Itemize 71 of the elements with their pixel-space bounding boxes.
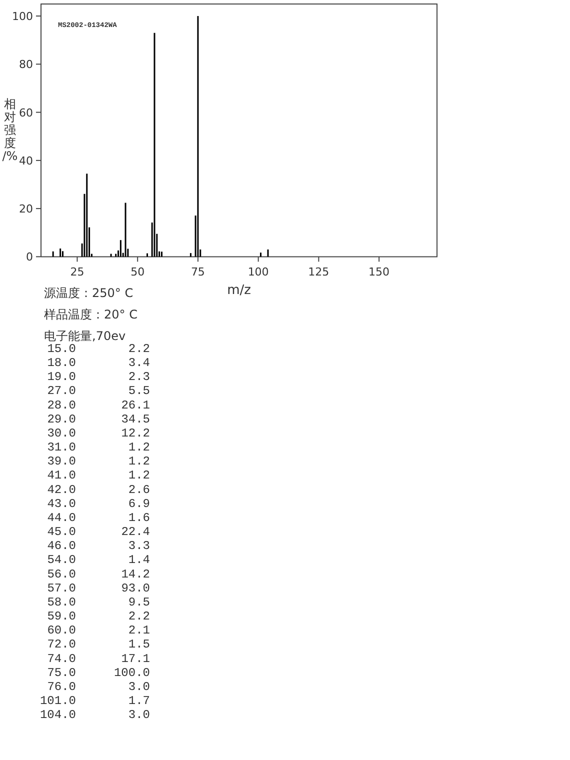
- text: 39.0: [47, 454, 76, 469]
- text: 22.4: [121, 525, 150, 540]
- text: 2.2: [128, 610, 150, 624]
- text: 34.5: [121, 412, 150, 426]
- text: 72.0: [47, 638, 76, 652]
- y-tick-label: 20: [19, 202, 33, 216]
- text: 45.0: [47, 525, 76, 540]
- text: 15.0: [47, 342, 76, 356]
- text: 19.0: [47, 370, 76, 384]
- x-axis-title: m/z: [227, 283, 252, 298]
- x-tick-label: 100: [248, 266, 269, 279]
- text: 44.0: [47, 510, 76, 525]
- text: 17.1: [121, 652, 150, 666]
- text: 76.0: [47, 680, 76, 694]
- text: 75.0: [47, 666, 76, 680]
- text: 30.0: [47, 426, 76, 440]
- text: 41.0: [47, 468, 76, 483]
- text: 100.0: [114, 666, 150, 680]
- x-tick-label: 125: [308, 266, 330, 279]
- text: 样品温度：20° C: [44, 308, 138, 322]
- text: 74.0: [47, 652, 76, 666]
- text: 1.6: [128, 510, 150, 525]
- text: 58.0: [47, 595, 76, 610]
- text: 31.0: [47, 440, 76, 455]
- text: 42.0: [47, 482, 76, 497]
- text: 1.2: [128, 468, 150, 483]
- text: 电子能量,70ev: [44, 329, 126, 343]
- text: 43.0: [47, 496, 76, 511]
- text: 54.0: [47, 553, 76, 568]
- text: 源温度：250° C: [44, 286, 134, 300]
- text: 12.2: [121, 426, 150, 440]
- text: 2.3: [128, 370, 150, 384]
- text: 56.0: [47, 567, 76, 582]
- text: 93.0: [121, 581, 150, 596]
- text: 29.0: [47, 412, 76, 426]
- x-tick-label: 150: [368, 266, 390, 279]
- y-tick-label: 100: [12, 10, 33, 24]
- y-axis-title: 相对强度/%: [2, 97, 18, 163]
- y-tick-label: 60: [19, 106, 33, 120]
- text: 1.4: [128, 553, 150, 568]
- text: 101.0: [40, 694, 76, 708]
- text: 5.5: [128, 384, 150, 398]
- x-tick-label: 25: [70, 266, 84, 279]
- x-tick-label: 50: [130, 266, 145, 279]
- y-tick-label: 40: [19, 154, 33, 168]
- text: 1.2: [128, 440, 150, 455]
- text: 46.0: [47, 539, 76, 554]
- y-tick-label: 80: [19, 58, 33, 72]
- text: 3.4: [128, 356, 150, 370]
- text: 6.9: [128, 496, 150, 511]
- text: 18.0: [47, 356, 76, 370]
- text: 9.5: [128, 595, 150, 610]
- x-tick-label: 75: [190, 266, 205, 279]
- text: 60.0: [47, 624, 76, 638]
- text: 2.6: [128, 482, 150, 497]
- text: 27.0: [47, 384, 76, 398]
- text: 14.2: [121, 567, 150, 582]
- y-tick-label: 0: [26, 250, 33, 264]
- text: 104.0: [40, 708, 76, 722]
- text: 1.7: [128, 694, 150, 708]
- text: 3.3: [128, 539, 150, 554]
- text: 57.0: [47, 581, 76, 596]
- text: 28.0: [47, 398, 76, 412]
- text: 3.0: [128, 708, 150, 722]
- text: 3.0: [128, 680, 150, 694]
- text: 2.2: [128, 342, 150, 356]
- text: 1.2: [128, 454, 150, 469]
- text: 26.1: [121, 398, 150, 412]
- text: 59.0: [47, 610, 76, 624]
- text: 2.1: [128, 624, 150, 638]
- text: 1.5: [128, 638, 150, 652]
